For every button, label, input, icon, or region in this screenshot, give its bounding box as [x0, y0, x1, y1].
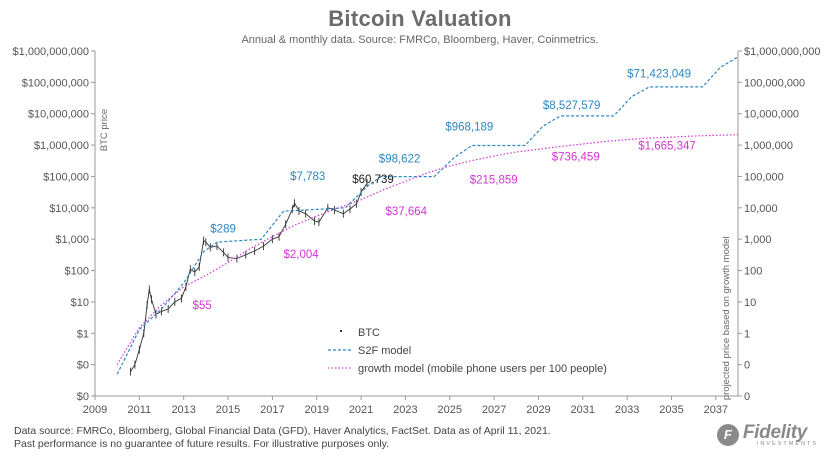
fidelity-logo-subtext: INVESTMENTS	[756, 441, 818, 447]
x-tick-label: 2011	[128, 404, 152, 416]
data-label: $968,189	[445, 122, 493, 134]
y2-tick-label: 1,000,000	[744, 140, 793, 152]
y-tick-label: $100,000,000	[22, 77, 89, 89]
footer-source: Data source: FMRCo, Bloomberg, Global Fi…	[14, 425, 551, 437]
x-tick-label: 2021	[349, 404, 373, 416]
y-tick-label: $10	[71, 297, 89, 309]
legend-label: growth model (mobile phone users per 100…	[358, 363, 607, 375]
btc-price-line	[130, 182, 368, 372]
x-tick-label: 2035	[659, 404, 683, 416]
y-tick-label: $0	[77, 391, 89, 403]
data-label: $1,665,347	[638, 141, 696, 153]
legend-btc-swatch	[340, 330, 342, 332]
data-label: $55	[193, 300, 212, 312]
data-label: $8,527,579	[543, 100, 601, 112]
y2-tick-label: 100,000	[744, 171, 784, 183]
x-tick-label: 2019	[304, 404, 328, 416]
y-tick-label: $1,000,000,000	[13, 46, 89, 58]
y-tick-label: $1,000,000	[34, 140, 89, 152]
y2-axis-title: projected price based on growth model	[721, 236, 732, 400]
chart-subtitle: Annual & monthly data. Source: FMRCo, Bl…	[241, 34, 599, 46]
x-tick-label: 2017	[260, 404, 284, 416]
y2-tick-label: 10,000	[744, 203, 778, 215]
data-label: $60,739	[352, 174, 394, 186]
footer: Data source: FMRCo, Bloomberg, Global Fi…	[14, 425, 551, 451]
y-tick-label: $1	[77, 328, 89, 340]
x-tick-label: 2029	[526, 404, 550, 416]
x-tick-label: 2027	[482, 404, 506, 416]
x-tick-label: 2037	[704, 404, 728, 416]
y-tick-label: $1,000	[55, 234, 89, 246]
x-tick-label: 2033	[615, 404, 639, 416]
data-label: $2,004	[283, 249, 319, 261]
x-tick-label: 2009	[83, 404, 107, 416]
data-label: $736,459	[552, 152, 600, 164]
y2-tick-label: 1	[744, 328, 750, 340]
y-tick-label: $10,000,000	[28, 109, 89, 121]
footer-disclaimer: Past performance is no guarantee of futu…	[14, 438, 390, 450]
data-label: $7,783	[290, 171, 325, 183]
y2-tick-label: 0	[744, 360, 750, 372]
x-tick-label: 2013	[171, 404, 195, 416]
fidelity-logo-icon: F	[716, 423, 739, 446]
fidelity-logo: F Fidelity INVESTMENTS	[716, 422, 818, 447]
y2-tick-label: 100	[744, 266, 762, 278]
data-label: $98,622	[379, 153, 421, 165]
data-label: $37,664	[385, 206, 427, 218]
y2-tick-label: 10	[744, 297, 756, 309]
y-tick-label: $10,000	[49, 203, 89, 215]
data-label: $215,859	[470, 174, 518, 186]
y-tick-label: $100,000	[43, 171, 89, 183]
chart-title: Bitcoin Valuation	[328, 6, 512, 31]
data-label: $71,423,049	[627, 68, 691, 80]
legend-label: BTC	[358, 327, 380, 339]
y-axis-title: BTC price	[99, 109, 110, 151]
x-tick-label: 2025	[438, 404, 462, 416]
y2-tick-label: 1,000	[744, 234, 772, 246]
y2-tick-label: 100,000,000	[744, 77, 805, 89]
x-tick-label: 2023	[393, 404, 417, 416]
fidelity-logo-text: Fidelity	[742, 422, 807, 443]
x-tick-label: 2015	[216, 404, 240, 416]
data-label: $289	[210, 223, 236, 235]
y2-tick-label: 0	[744, 391, 750, 403]
x-tick-label: 2031	[571, 404, 595, 416]
y-tick-label: $100	[65, 266, 89, 278]
legend-label: S2F model	[358, 345, 411, 357]
y2-tick-label: $1,000,000,000	[744, 46, 820, 58]
y2-tick-label: 10,000,000	[744, 109, 799, 121]
s2f-model-line	[116, 56, 739, 375]
y-tick-label: $0	[77, 360, 89, 372]
